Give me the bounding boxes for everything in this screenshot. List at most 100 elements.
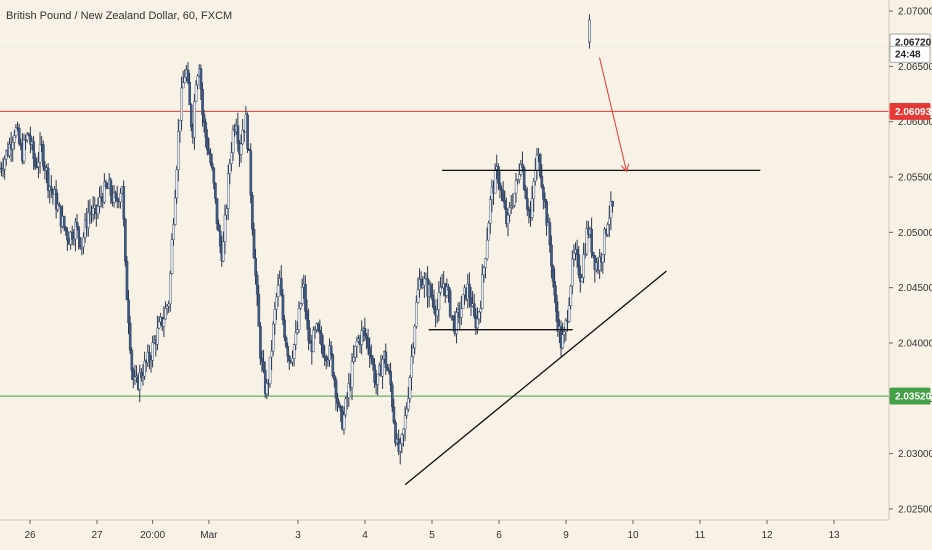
trendline-drawing[interactable] — [404, 270, 667, 486]
candle-down — [545, 201, 548, 226]
candle-up — [294, 332, 298, 345]
candle-down — [468, 283, 471, 298]
candle-up — [479, 308, 483, 313]
y-tick-label: 2.05500 — [898, 173, 932, 184]
candle-up — [297, 308, 301, 330]
candle-down — [318, 330, 322, 334]
candle-up — [415, 302, 418, 327]
candles-layer — [0, 14, 614, 465]
candle-down — [257, 294, 261, 327]
candle-up — [265, 383, 269, 395]
candle-up — [381, 359, 384, 377]
candle-up — [292, 344, 296, 359]
candle-down — [538, 154, 542, 177]
candle-down — [575, 249, 579, 255]
candle-up — [582, 254, 585, 278]
candle-up — [376, 373, 380, 385]
candle-down — [125, 260, 129, 301]
candle-up — [410, 356, 413, 378]
candle-down — [373, 364, 376, 383]
candle-up — [350, 361, 354, 388]
candle-down — [283, 319, 286, 338]
x-tick-label: 6 — [496, 530, 502, 541]
candle-up — [585, 228, 589, 255]
candle-up — [402, 428, 405, 435]
candle-up — [156, 327, 159, 345]
candle-up — [223, 214, 227, 242]
price-tag-label: 2.03520 — [895, 392, 932, 403]
candle-up — [38, 144, 42, 163]
candle-up — [405, 408, 409, 416]
candle-up — [399, 443, 402, 452]
candle-down — [109, 179, 113, 196]
candle-down — [497, 166, 500, 184]
candle-down — [363, 328, 367, 336]
candle-up — [530, 198, 534, 218]
price-tag-countdown — [889, 45, 931, 63]
candle-up — [13, 135, 16, 143]
candle-down — [336, 398, 339, 404]
candle-up — [22, 139, 26, 162]
candle-down — [555, 294, 558, 312]
candle-down — [389, 371, 392, 386]
price-axis-pane[interactable] — [889, 0, 932, 550]
candle-up — [482, 267, 486, 275]
candle-down — [527, 208, 531, 212]
candle-up — [181, 82, 185, 89]
candle-down — [386, 367, 389, 371]
candle-down — [501, 190, 505, 202]
candle-up — [354, 346, 357, 358]
candle-up — [534, 170, 537, 182]
candle-down — [473, 303, 476, 317]
candle-up — [608, 217, 611, 225]
candle-up — [580, 277, 584, 282]
candle-down — [521, 164, 524, 168]
candle-down — [58, 204, 61, 207]
candle-down — [212, 167, 216, 184]
candle-down — [188, 82, 191, 106]
candle-down — [305, 311, 309, 321]
drawings-layer[interactable] — [404, 57, 761, 486]
candle-down — [391, 384, 394, 408]
candle-down — [79, 237, 82, 248]
candle-down — [370, 355, 373, 359]
candle-up — [352, 357, 356, 362]
candle-down — [19, 143, 23, 146]
candle-down — [548, 222, 552, 246]
x-tick-label: Mar — [200, 530, 218, 541]
candle-down — [339, 406, 343, 412]
candle-down — [321, 344, 325, 357]
candle-up — [360, 330, 364, 345]
x-tick-label: 4 — [362, 530, 368, 541]
candle-up — [169, 273, 172, 305]
candle-up — [98, 196, 101, 207]
candle-up — [477, 311, 481, 320]
candle-down — [307, 320, 310, 341]
candle-up — [225, 208, 228, 216]
candle-down — [524, 189, 528, 199]
candle-down — [32, 141, 36, 159]
candle-down — [254, 257, 257, 276]
candle-down — [215, 198, 219, 225]
candle-down — [526, 198, 529, 210]
candle-down — [317, 323, 320, 331]
candle-up — [37, 162, 40, 168]
y-tick-label: 2.05000 — [898, 228, 932, 239]
candle-down — [366, 338, 370, 348]
x-tick-label: 9 — [563, 530, 569, 541]
candle-up — [275, 296, 278, 310]
candle-up — [518, 174, 521, 180]
candle-up — [133, 377, 137, 381]
x-tick-label: 12 — [761, 530, 773, 541]
y-tick-label: 2.04500 — [898, 283, 932, 294]
chart-title: British Pound / New Zealand Dollar, 60, … — [6, 10, 233, 22]
candle-up — [157, 321, 161, 329]
arrow-drawing[interactable] — [599, 57, 627, 171]
candle-up — [11, 142, 15, 150]
candle-up — [455, 312, 458, 334]
candle-down — [432, 299, 436, 310]
candle-up — [439, 286, 442, 293]
candle-down — [255, 275, 259, 295]
candle-down — [550, 244, 553, 267]
